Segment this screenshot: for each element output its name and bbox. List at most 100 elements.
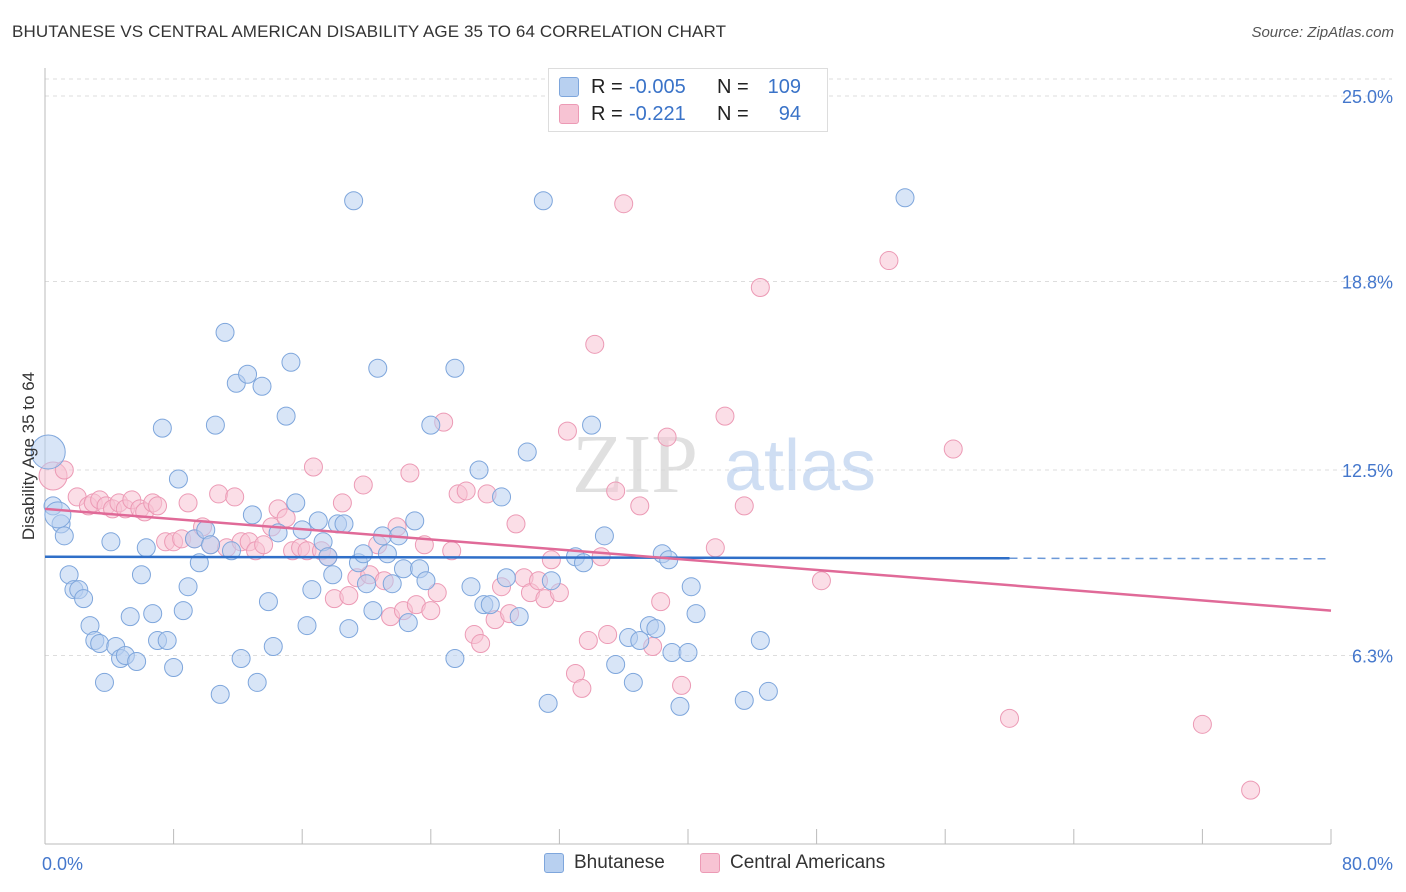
data-points xyxy=(30,188,1261,800)
point-bhutanese xyxy=(242,505,262,525)
y-tick-label: 25.0% xyxy=(1342,87,1393,107)
stats-row-bhutanese: R = -0.005 N = 109 xyxy=(559,74,801,100)
point-bhutanese xyxy=(368,358,388,378)
point-bhutanese xyxy=(678,643,698,663)
point-central-americans xyxy=(879,251,899,271)
chart-title: BHUTANESE VS CENTRAL AMERICAN DISABILITY… xyxy=(12,22,727,41)
point-bhutanese xyxy=(127,651,147,671)
point-bhutanese xyxy=(895,188,915,208)
point-bhutanese xyxy=(173,601,193,621)
point-central-americans xyxy=(578,631,598,651)
point-central-americans xyxy=(572,678,592,698)
point-bhutanese xyxy=(662,643,682,663)
point-bhutanese xyxy=(215,322,235,342)
point-bhutanese xyxy=(74,589,94,609)
point-bhutanese xyxy=(353,544,373,564)
r-value: -0.221 xyxy=(629,102,686,125)
point-bhutanese xyxy=(357,574,376,594)
point-bhutanese xyxy=(308,511,328,531)
legend-swatch-blue xyxy=(544,853,564,873)
point-central-americans xyxy=(715,406,735,426)
point-bhutanese xyxy=(238,364,258,384)
y-tick-label: 12.5% xyxy=(1342,461,1393,481)
point-bhutanese xyxy=(157,631,177,651)
point-central-americans xyxy=(225,487,245,507)
point-central-americans xyxy=(456,481,476,501)
point-central-americans xyxy=(630,496,650,516)
point-bhutanese xyxy=(393,559,413,579)
point-bhutanese xyxy=(630,631,650,651)
point-central-americans xyxy=(614,194,634,214)
point-bhutanese xyxy=(538,693,558,713)
point-central-americans xyxy=(427,583,447,603)
legend-item-central-americans[interactable]: Central Americans xyxy=(700,852,885,874)
point-bhutanese xyxy=(263,637,283,657)
point-bhutanese xyxy=(276,406,296,426)
point-bhutanese xyxy=(758,681,778,701)
point-central-americans xyxy=(557,421,577,441)
point-central-americans xyxy=(672,675,692,695)
r-label: R = xyxy=(591,75,623,98)
point-bhutanese xyxy=(210,684,230,704)
point-bhutanese xyxy=(363,601,383,621)
blue-swatch xyxy=(559,77,579,97)
legend-item-bhutanese[interactable]: Bhutanese xyxy=(544,852,665,874)
watermark-atlas: atlas xyxy=(724,426,876,506)
point-bhutanese xyxy=(201,535,221,555)
point-bhutanese xyxy=(247,672,267,692)
point-bhutanese xyxy=(445,648,465,668)
point-central-americans xyxy=(750,277,770,297)
point-central-americans xyxy=(811,571,831,591)
point-bhutanese xyxy=(623,672,643,692)
point-central-americans xyxy=(332,493,352,513)
point-central-americans xyxy=(651,592,671,612)
x-tick-label: 80.0% xyxy=(1342,854,1393,874)
point-bhutanese xyxy=(131,565,151,585)
point-central-americans xyxy=(705,538,725,558)
point-bhutanese xyxy=(670,696,690,716)
y-tick-label: 18.8% xyxy=(1342,273,1393,293)
legend-swatch-pink xyxy=(700,853,720,873)
point-bhutanese xyxy=(533,191,553,211)
point-central-americans xyxy=(339,586,359,606)
point-bhutanese xyxy=(461,577,481,597)
point-bhutanese xyxy=(606,654,626,674)
point-bhutanese xyxy=(221,541,241,561)
point-bhutanese xyxy=(44,501,72,529)
stats-row-central-americans: R = -0.221 N = 94 xyxy=(559,101,801,127)
tick-labels: 6.3% 12.5% 18.8% 25.0% 0.0% 80.0% xyxy=(42,87,1393,874)
point-bhutanese xyxy=(334,514,354,534)
trend-lines xyxy=(44,507,1332,612)
y-axis-label: Disability Age 35 to 64 xyxy=(19,372,38,540)
point-central-americans xyxy=(598,625,618,645)
n-label: N = xyxy=(717,75,749,98)
point-bhutanese xyxy=(646,619,666,639)
point-bhutanese xyxy=(594,526,614,546)
point-central-americans xyxy=(506,514,526,534)
point-bhutanese xyxy=(297,616,317,636)
point-central-americans xyxy=(1192,714,1212,734)
point-bhutanese xyxy=(344,191,364,211)
point-bhutanese xyxy=(734,690,754,710)
point-central-americans xyxy=(400,463,420,483)
point-bhutanese xyxy=(101,532,121,552)
point-bhutanese xyxy=(541,571,561,591)
point-bhutanese xyxy=(339,619,359,639)
x-tick-label: 0.0% xyxy=(42,854,83,874)
point-bhutanese xyxy=(136,538,156,558)
point-bhutanese xyxy=(509,607,529,627)
point-bhutanese xyxy=(281,352,301,372)
point-bhutanese xyxy=(377,544,397,564)
point-bhutanese xyxy=(90,634,110,654)
point-central-americans xyxy=(734,496,754,516)
n-label: N = xyxy=(717,102,749,125)
point-central-americans xyxy=(606,481,626,501)
point-central-americans xyxy=(353,475,373,495)
y-tick-label: 6.3% xyxy=(1352,647,1393,667)
point-central-americans xyxy=(943,439,963,459)
point-bhutanese xyxy=(286,493,306,513)
point-bhutanese xyxy=(30,434,66,470)
point-bhutanese xyxy=(421,415,441,435)
point-bhutanese xyxy=(178,577,198,597)
point-bhutanese xyxy=(231,648,251,668)
